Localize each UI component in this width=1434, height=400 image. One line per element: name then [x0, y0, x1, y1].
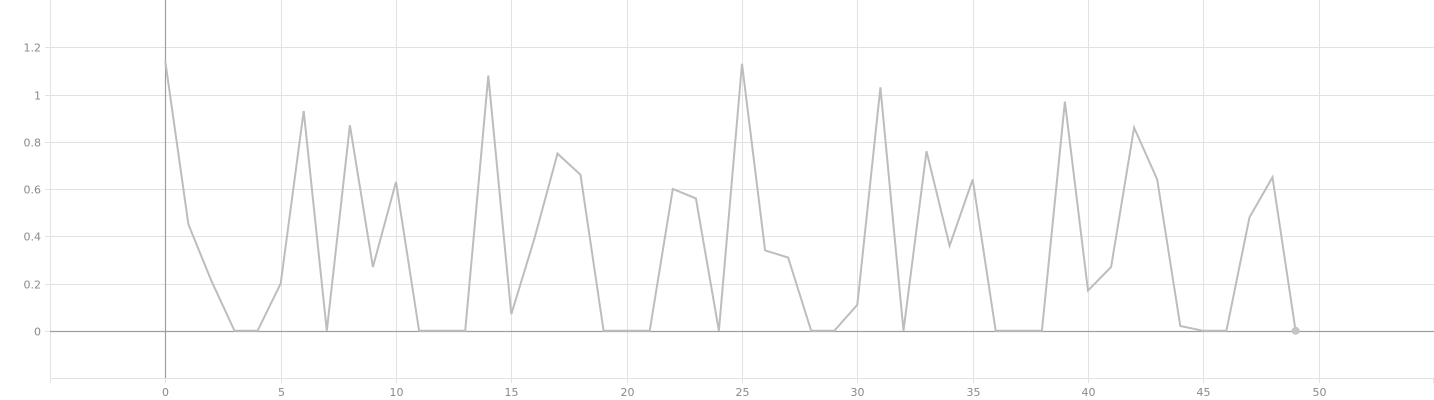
grid-lines	[50, 0, 1434, 378]
y-tick-label: 0.4	[24, 231, 42, 244]
y-tick-label: 0	[34, 326, 41, 339]
y-tick-label: 0.6	[24, 184, 42, 197]
x-tick-label: 10	[390, 386, 404, 399]
x-tick-label: 40	[1082, 386, 1096, 399]
y-axis-ticks: 0 0.2 0.4 0.6 0.8 1 1.2	[24, 42, 50, 339]
y-tick-label: 0.2	[24, 279, 42, 292]
y-tick-label: 1	[34, 90, 41, 103]
y-tick-label: 1.2	[24, 42, 42, 55]
x-tick-label: 50	[1313, 386, 1327, 399]
y-tick-label: 0.8	[24, 137, 42, 150]
x-tick-label: 30	[851, 386, 865, 399]
x-tick-label: 15	[505, 386, 519, 399]
x-tick-label: 20	[621, 386, 635, 399]
x-axis-ticks: 0 5 10 15 20 25 30 35 40 45 50	[162, 378, 1327, 399]
x-tick-label: 45	[1197, 386, 1211, 399]
highlight-point	[1291, 326, 1300, 335]
x-tick-label: 35	[967, 386, 981, 399]
x-tick-label: 5	[278, 386, 285, 399]
x-tick-label: 0	[162, 386, 169, 399]
series-group	[164, 60, 1300, 335]
series-line-0	[164, 60, 1297, 332]
x-tick-label: 25	[736, 386, 750, 399]
